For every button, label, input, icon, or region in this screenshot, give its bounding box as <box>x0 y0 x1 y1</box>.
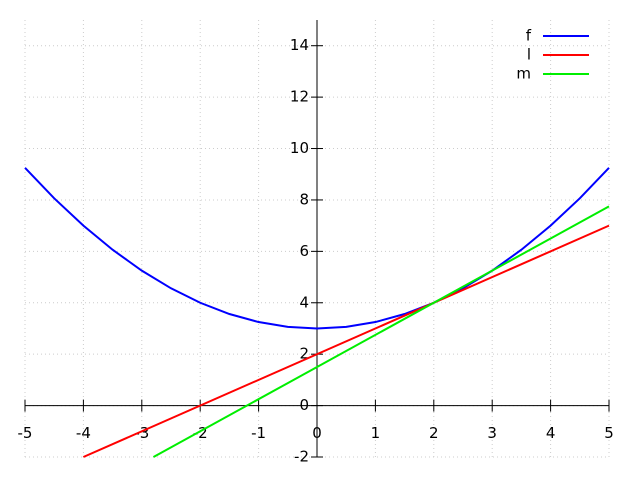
legend-label: f <box>526 27 532 45</box>
legend-label: l <box>527 46 531 64</box>
x-tick-label: 3 <box>487 424 497 442</box>
x-tick-label: 4 <box>546 424 556 442</box>
x-tick-label: -5 <box>18 424 33 442</box>
series-line <box>152 205 610 458</box>
x-tick-label: 1 <box>371 424 381 442</box>
series-line <box>82 224 610 458</box>
y-tick-label: -2 <box>294 448 309 466</box>
y-tick-label: 2 <box>299 345 309 363</box>
x-tick-label: 2 <box>429 424 439 442</box>
y-tick-label: 14 <box>290 36 309 54</box>
y-tick-label: 6 <box>299 242 309 260</box>
x-tick-label: -4 <box>76 424 91 442</box>
x-tick-label: -1 <box>251 424 266 442</box>
legend-label: m <box>516 65 531 83</box>
y-tick-label: 12 <box>290 88 309 106</box>
x-tick-label: 5 <box>604 424 614 442</box>
y-tick-label: 8 <box>299 190 309 208</box>
y-tick-label: 10 <box>290 139 309 157</box>
y-tick-label: 4 <box>299 293 309 311</box>
y-tick-label: 0 <box>299 396 309 414</box>
series-line <box>24 167 610 330</box>
x-tick-label: 0 <box>312 424 322 442</box>
